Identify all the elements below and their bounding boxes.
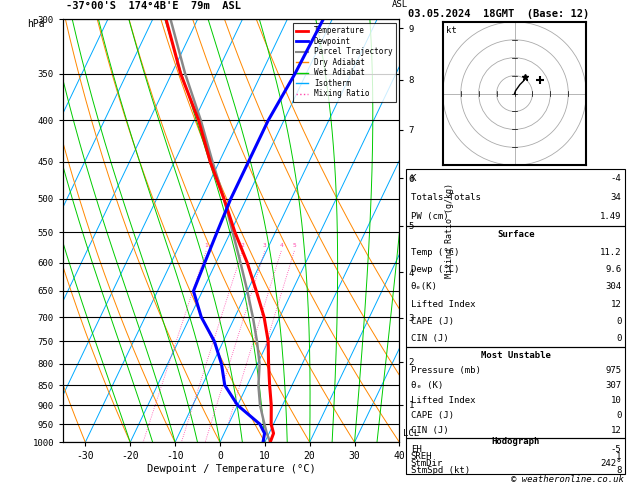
Text: 9.6: 9.6: [605, 265, 621, 274]
Text: CIN (J): CIN (J): [411, 334, 448, 343]
Text: Totals Totals: Totals Totals: [411, 193, 481, 202]
Text: CAPE (J): CAPE (J): [411, 317, 454, 326]
Text: 12: 12: [611, 426, 621, 435]
Text: -37°00'S  174°4B'E  79m  ASL: -37°00'S 174°4B'E 79m ASL: [66, 1, 242, 11]
Text: 307: 307: [605, 381, 621, 390]
Text: 12: 12: [611, 299, 621, 309]
Text: -5: -5: [611, 445, 621, 453]
Text: 3: 3: [263, 243, 267, 247]
Text: 975: 975: [605, 365, 621, 375]
Text: K: K: [411, 174, 416, 183]
Text: CAPE (J): CAPE (J): [411, 411, 454, 420]
X-axis label: Dewpoint / Temperature (°C): Dewpoint / Temperature (°C): [147, 464, 316, 474]
Legend: Temperature, Dewpoint, Parcel Trajectory, Dry Adiabat, Wet Adiabat, Isotherm, Mi: Temperature, Dewpoint, Parcel Trajectory…: [293, 23, 396, 102]
Text: kt: kt: [446, 26, 457, 35]
Text: 4: 4: [279, 243, 283, 247]
Text: Lifted Index: Lifted Index: [411, 299, 476, 309]
Text: Pressure (mb): Pressure (mb): [411, 365, 481, 375]
Text: θₑ (K): θₑ (K): [411, 381, 443, 390]
Text: Hodograph: Hodograph: [492, 437, 540, 447]
Text: hPa: hPa: [28, 19, 45, 30]
Text: LCL: LCL: [403, 429, 419, 438]
Text: Surface: Surface: [497, 230, 535, 239]
Text: 304: 304: [605, 282, 621, 291]
Text: 8: 8: [616, 466, 621, 475]
Text: Lifted Index: Lifted Index: [411, 396, 476, 405]
Text: km
ASL: km ASL: [391, 0, 408, 9]
Text: StmSpd (kt): StmSpd (kt): [411, 466, 470, 475]
Text: Mixing Ratio (g/kg): Mixing Ratio (g/kg): [445, 183, 454, 278]
Text: CIN (J): CIN (J): [411, 426, 448, 435]
Text: 1: 1: [204, 243, 208, 247]
Text: PW (cm): PW (cm): [411, 212, 448, 221]
Text: 1: 1: [616, 451, 621, 461]
Text: 5: 5: [292, 243, 296, 247]
Text: 11.2: 11.2: [600, 247, 621, 257]
Text: © weatheronline.co.uk: © weatheronline.co.uk: [511, 474, 624, 484]
Text: 1.49: 1.49: [600, 212, 621, 221]
Text: 2: 2: [240, 243, 244, 247]
Text: 0: 0: [616, 411, 621, 420]
Text: 10: 10: [611, 396, 621, 405]
Text: SREH: SREH: [411, 451, 432, 461]
Text: 34: 34: [611, 193, 621, 202]
Text: 242°: 242°: [600, 459, 621, 468]
Text: Most Unstable: Most Unstable: [481, 350, 551, 360]
Text: 0: 0: [616, 334, 621, 343]
Text: Temp (°C): Temp (°C): [411, 247, 459, 257]
Text: Dewp (°C): Dewp (°C): [411, 265, 459, 274]
Text: 0: 0: [616, 317, 621, 326]
Text: -4: -4: [611, 174, 621, 183]
Text: θₑ(K): θₑ(K): [411, 282, 438, 291]
Text: StmDir: StmDir: [411, 459, 443, 468]
Text: 03.05.2024  18GMT  (Base: 12): 03.05.2024 18GMT (Base: 12): [408, 9, 589, 19]
Text: EH: EH: [411, 445, 421, 453]
